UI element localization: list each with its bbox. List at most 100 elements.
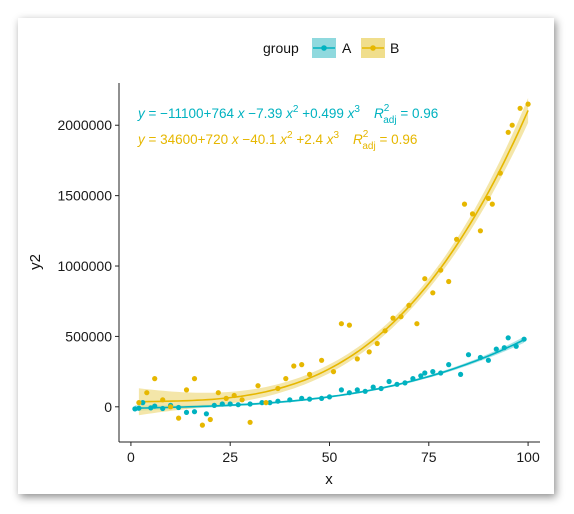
- data-point-a: [458, 371, 464, 377]
- data-point-a: [505, 335, 511, 341]
- data-point-b: [338, 321, 344, 327]
- data-point-a: [259, 400, 265, 406]
- equation-b-rval: = 0.96: [376, 132, 418, 147]
- data-point-a: [191, 409, 198, 415]
- data-point-a: [267, 400, 273, 406]
- equation-a-intercept: = −11100+764: [145, 106, 238, 121]
- data-point-b: [477, 228, 483, 234]
- data-point-a: [493, 346, 499, 352]
- data-point-b: [398, 314, 404, 320]
- data-point-a: [319, 395, 325, 401]
- data-point-b: [207, 416, 213, 423]
- data-point-a: [513, 343, 519, 349]
- equation-b-rsub: adj: [362, 141, 375, 152]
- legend-label-a: A: [342, 40, 352, 56]
- data-point-a: [386, 378, 392, 385]
- data-point-b: [366, 349, 372, 355]
- data-point-a: [477, 354, 483, 361]
- data-point-b: [263, 400, 269, 406]
- data-point-a: [136, 405, 142, 411]
- plot-card: [18, 18, 554, 494]
- data-point-a: [446, 362, 452, 368]
- data-point-b: [299, 362, 305, 368]
- data-point-a: [235, 402, 241, 408]
- equation-a-c2: −7.39: [244, 106, 286, 121]
- data-point-a: [370, 384, 376, 390]
- equation-b-sup3: 3: [333, 130, 339, 141]
- data-point-a: [346, 390, 352, 396]
- data-point-b: [354, 356, 360, 362]
- data-point-a: [418, 373, 424, 379]
- data-point-b: [485, 195, 491, 201]
- data-point-a: [176, 404, 182, 411]
- data-point-a: [203, 411, 209, 417]
- data-point-a: [287, 397, 293, 403]
- data-point-b: [374, 340, 380, 347]
- equation-b-intercept: = 34600+720: [145, 132, 232, 147]
- equation-a-r: R: [374, 106, 384, 121]
- data-point-b: [275, 385, 281, 392]
- data-point-a: [219, 401, 225, 407]
- data-point-b: [136, 400, 142, 406]
- data-points: [132, 101, 531, 428]
- data-point-b: [346, 322, 352, 328]
- data-point-b: [152, 376, 158, 382]
- data-point-a: [148, 405, 154, 411]
- data-point-b: [199, 422, 205, 428]
- data-point-b: [168, 404, 174, 410]
- data-point-b: [215, 390, 221, 396]
- data-point-a: [402, 380, 408, 386]
- data-point-b: [406, 302, 412, 308]
- legend-title: group: [263, 40, 299, 56]
- equation-a-rsup: 2: [384, 103, 390, 114]
- y-tick-label: 500000: [65, 328, 112, 344]
- data-point-b: [239, 397, 245, 403]
- y-tick-label: 1000000: [57, 258, 112, 274]
- legend-key-a-point: [321, 45, 327, 51]
- data-point-b: [497, 170, 503, 176]
- data-point-b: [509, 122, 515, 128]
- y-tick-label: 1500000: [57, 188, 112, 204]
- data-point-b: [446, 278, 452, 285]
- x-tick-label: 0: [127, 449, 135, 465]
- x-tick-label: 25: [222, 449, 238, 465]
- y-axis-title: y2: [27, 254, 44, 270]
- data-point-b: [247, 419, 253, 425]
- data-point-a: [307, 396, 313, 402]
- data-point-a: [354, 387, 360, 393]
- data-point-a: [422, 370, 428, 376]
- data-point-b: [330, 369, 337, 375]
- equation-a-sup2: 2: [293, 104, 299, 115]
- y-tick-label: 0: [104, 399, 112, 415]
- data-point-b: [438, 267, 444, 273]
- data-point-a: [299, 395, 305, 401]
- equation-a-sup3: 3: [354, 104, 360, 115]
- equation-b-rsup: 2: [363, 129, 369, 140]
- fit-line-b: [138, 110, 529, 403]
- equation-b-r: R: [353, 132, 363, 147]
- data-point-a: [326, 394, 333, 400]
- data-point-b: [422, 276, 428, 282]
- equation-b-x3: x: [326, 132, 335, 147]
- data-point-a: [501, 345, 507, 351]
- equation-a-rval: = 0.96: [397, 106, 439, 121]
- data-point-a: [152, 403, 158, 409]
- data-point-b: [231, 392, 237, 399]
- data-point-a: [227, 401, 233, 407]
- x-tick-label: 75: [421, 449, 437, 465]
- data-point-b: [505, 129, 511, 135]
- data-point-b: [517, 105, 523, 111]
- data-point-b: [183, 387, 190, 393]
- data-point-b: [461, 201, 468, 207]
- data-point-a: [275, 398, 281, 404]
- equation-b-x2: x: [279, 132, 288, 147]
- equation-b-c3: +2.4: [293, 132, 327, 147]
- equation-a-x2: x: [285, 106, 294, 121]
- data-point-a: [247, 401, 253, 407]
- data-point-b: [176, 415, 182, 421]
- data-point-a: [485, 357, 491, 363]
- legend-key-b-point: [370, 45, 376, 51]
- data-point-a: [338, 387, 344, 393]
- equation-a-c3: +0.499: [298, 106, 347, 121]
